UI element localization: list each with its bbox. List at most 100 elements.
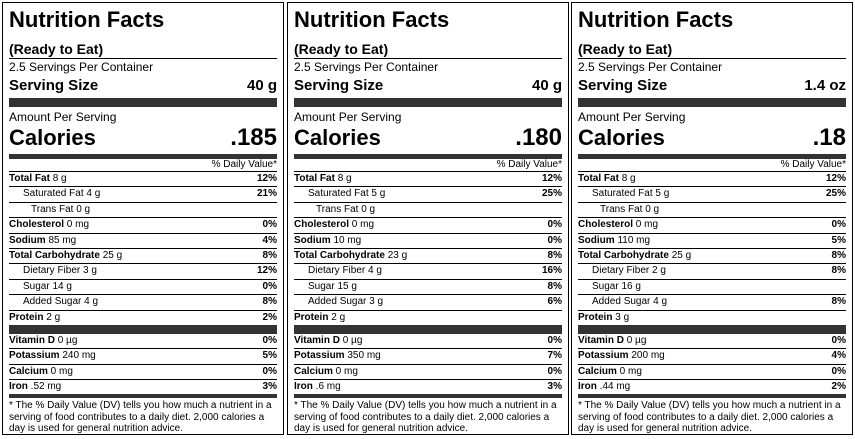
nutrient-daily-value: 0% xyxy=(547,219,562,231)
nutrient-name: Dietary Fiber 4 g xyxy=(308,265,382,277)
serving-size-row: Serving Size 40 g xyxy=(9,77,277,95)
vitamin-label: Iron .44 mg xyxy=(578,380,630,394)
nutrient-label: Trans Fat 0 g xyxy=(294,203,375,217)
nutrient-row: Sugar 15 g 8% xyxy=(294,278,562,294)
nutrient-amount: 23 g xyxy=(384,249,408,261)
nutrient-name: Trans Fat 0 g xyxy=(316,203,376,215)
vitamin-name: Iron xyxy=(9,381,28,393)
nutrient-amount: 25 g xyxy=(99,249,123,261)
nutrient-label: Added Sugar 3 g xyxy=(294,295,383,309)
nutrient-label: Cholesterol 0 mg xyxy=(9,218,89,232)
nutrition-label-2: Nutrition Facts (Ready to Eat) 2.5 Serving… xyxy=(287,2,569,435)
nutrient-amount: 3 g xyxy=(612,311,630,323)
servings-per-container: 2.5 Servings Per Container xyxy=(294,60,439,74)
nutrient-label: Cholesterol 0 mg xyxy=(578,218,658,232)
vitamin-amount: 0 mg xyxy=(47,365,73,377)
nutrient-name: Sodium xyxy=(9,234,46,246)
calories-label: Calories xyxy=(578,125,665,150)
nutrient-name: Cholesterol xyxy=(9,219,65,231)
vitamin-amount: .6 mg xyxy=(312,381,341,393)
vitamin-amount: 350 mg xyxy=(344,350,381,362)
daily-value-header: % Daily Value* xyxy=(780,159,846,170)
daily-value-header: % Daily Value* xyxy=(496,159,562,170)
vitamin-label: Vitamin D 0 µg xyxy=(294,334,362,348)
nutrient-row: Total Fat 8 g 12% xyxy=(578,171,846,186)
serving-size-row: Serving Size 1.4 oz xyxy=(578,77,846,95)
vitamin-amount: 0 mg xyxy=(616,365,642,377)
vitamin-label: Calcium 0 mg xyxy=(294,365,358,379)
nutrient-label: Saturated Fat 4 g xyxy=(9,187,100,201)
nutrient-label: Sugar 15 g xyxy=(294,280,357,294)
nutrient-daily-value: 12% xyxy=(256,173,277,184)
medium-divider xyxy=(294,154,562,159)
nutrient-daily-value: 25% xyxy=(825,188,846,200)
vitamin-daily-value: 7% xyxy=(547,350,562,362)
nutrient-label: Trans Fat 0 g xyxy=(9,203,90,217)
nutrient-label: Sodium 10 mg xyxy=(294,234,361,248)
calories-label: Calories xyxy=(294,125,381,150)
nutrient-label: Sodium 110 mg xyxy=(578,234,650,248)
nutrient-row: Sodium 85 mg 4% xyxy=(9,232,277,248)
nutrient-amount: 25 g xyxy=(668,249,692,261)
serving-size-value: 40 g xyxy=(246,77,277,94)
calories-value: .180 xyxy=(515,124,562,151)
nutrient-row: Cholesterol 0 mg 0% xyxy=(9,217,277,232)
nutrient-row: Dietary Fiber 2 g 8% xyxy=(578,263,846,278)
nutrient-daily-value: 0% xyxy=(262,219,277,231)
nutrient-label: Dietary Fiber 4 g xyxy=(294,264,382,278)
nutrient-label: Protein 2 g xyxy=(294,311,345,325)
nutrient-label: Added Sugar 4 g xyxy=(9,295,98,309)
nutrient-daily-value: 8% xyxy=(831,249,846,261)
vitamin-daily-value: 5% xyxy=(262,350,277,362)
nutrient-row: Total Carbohydrate 23 g 8% xyxy=(294,247,562,263)
amount-per-serving: Amount Per Serving xyxy=(294,110,402,124)
vitamin-row: Potassium 350 mg 7% xyxy=(294,348,562,363)
calories-label: Calories xyxy=(9,125,96,150)
vitamin-amount: 200 mg xyxy=(628,350,665,362)
nutrient-name: Saturated Fat 5 g xyxy=(308,188,386,200)
calories-value: .185 xyxy=(230,124,277,151)
divider xyxy=(9,58,277,59)
nutrient-amount: 0 mg xyxy=(349,219,375,231)
footnote: * The % Daily Value (DV) tells you how m… xyxy=(578,394,846,434)
nutrition-label-1: Nutrition Facts (Ready to Eat) 2.5 Serving… xyxy=(2,2,284,435)
nutrient-row: Saturated Fat 4 g 21% xyxy=(9,186,277,201)
nutrient-row: Cholesterol 0 mg 0% xyxy=(294,217,562,232)
nutrient-label: Total Carbohydrate 25 g xyxy=(578,249,691,263)
vitamin-name: Calcium xyxy=(578,365,617,377)
nutrient-amount: 2 g xyxy=(328,311,346,323)
serving-size-label: Serving Size xyxy=(294,77,384,94)
amount-per-serving: Amount Per Serving xyxy=(9,110,117,124)
nutrient-daily-value: 8% xyxy=(831,296,846,308)
label-subtitle: (Ready to Eat) xyxy=(294,41,389,57)
nutrient-row: Total Carbohydrate 25 g 8% xyxy=(9,247,277,263)
vitamin-daily-value: 2% xyxy=(831,381,846,393)
vitamin-label: Potassium 200 mg xyxy=(578,349,665,363)
medium-divider xyxy=(578,154,846,159)
nutrient-name: Total Carbohydrate xyxy=(294,249,385,261)
vitamin-name: Vitamin D xyxy=(9,334,55,346)
nutrient-name: Added Sugar 4 g xyxy=(592,296,668,308)
vitamin-daily-value: 3% xyxy=(262,381,277,393)
vitamin-amount: .44 mg xyxy=(596,381,631,393)
vitamin-label: Calcium 0 mg xyxy=(578,365,642,379)
vitamin-row: Calcium 0 mg 0% xyxy=(294,363,562,379)
nutrient-name: Sodium xyxy=(294,234,331,246)
nutrient-label: Sugar 14 g xyxy=(9,280,72,294)
nutrient-name: Added Sugar 3 g xyxy=(308,296,384,308)
vitamin-amount: .52 mg xyxy=(27,381,62,393)
vitamin-amount: 0 µg xyxy=(339,334,363,346)
nutrient-label: Total Carbohydrate 23 g xyxy=(294,249,407,263)
vitamin-daily-value: 4% xyxy=(831,350,846,362)
vitamin-daily-value: 3% xyxy=(547,381,562,393)
serving-size-row: Serving Size 40 g xyxy=(294,77,562,95)
calories-row: Calories .180 xyxy=(294,126,562,150)
nutrient-amount: 10 mg xyxy=(330,234,362,246)
vitamin-row: Potassium 240 mg 5% xyxy=(9,348,277,363)
nutrient-label: Total Fat 8 g xyxy=(294,172,352,186)
nutrient-name: Saturated Fat 4 g xyxy=(23,188,101,200)
nutrient-daily-value: 5% xyxy=(831,234,846,246)
nutrient-amount: 8 g xyxy=(49,173,67,184)
nutrient-daily-value: 2% xyxy=(262,311,277,323)
thick-divider xyxy=(9,98,277,107)
